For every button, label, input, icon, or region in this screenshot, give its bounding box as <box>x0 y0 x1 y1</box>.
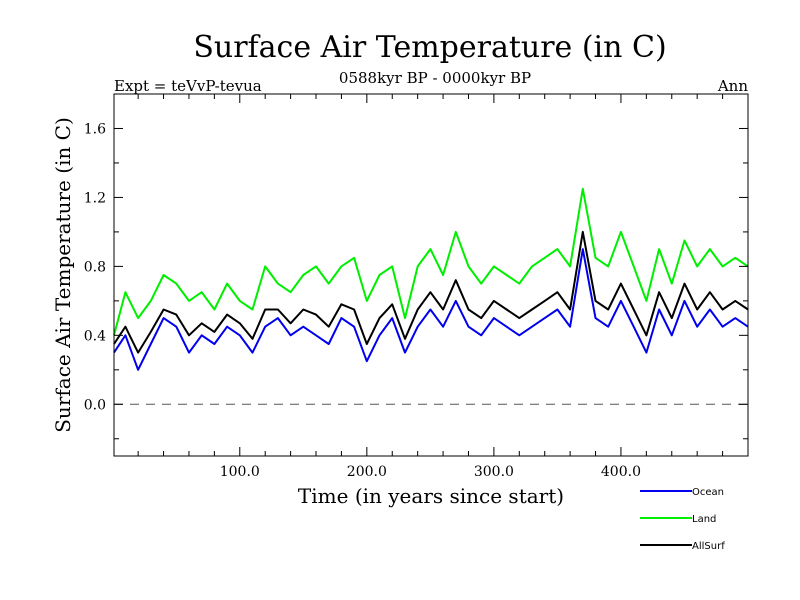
series-layer <box>113 187 749 371</box>
x-tick-label: 400.0 <box>601 464 641 480</box>
chart-subtitle: 0588kyr BP - 0000kyr BP <box>339 69 531 87</box>
experiment-label: Expt = teVvP-tevua <box>114 77 262 95</box>
x-tick-label: 300.0 <box>474 464 514 480</box>
y-tick-label: 0.0 <box>84 397 106 413</box>
x-tick-label: 200.0 <box>347 464 387 480</box>
tick-marks: 100.0 200.0 300.0 400.0 0.0 0.4 0.8 1.2 1.6 <box>84 94 748 480</box>
series-line-ocean <box>113 248 749 371</box>
y-tick-label: 1.2 <box>84 190 106 206</box>
x-tick-label: 100.0 <box>220 464 260 480</box>
series-line-land <box>113 187 749 336</box>
series-line-allsurf <box>113 230 749 354</box>
y-tick-label: 0.4 <box>84 328 106 344</box>
x-axis-label: Time (in years since start) <box>298 484 564 508</box>
legend-label-ocean: Ocean <box>692 487 724 498</box>
y-axis-label: Surface Air Temperature (in C) <box>51 117 75 433</box>
plot-frame <box>113 93 749 457</box>
season-label: Ann <box>717 77 748 95</box>
y-tick-label: 1.6 <box>84 121 106 137</box>
legend-label-allsurf: AllSurf <box>692 541 725 552</box>
legend-label-land: Land <box>692 514 716 525</box>
legend: Ocean Land AllSurf <box>640 487 725 552</box>
chart-title: Surface Air Temperature (in C) <box>193 30 666 65</box>
y-tick-label: 0.8 <box>84 259 106 275</box>
